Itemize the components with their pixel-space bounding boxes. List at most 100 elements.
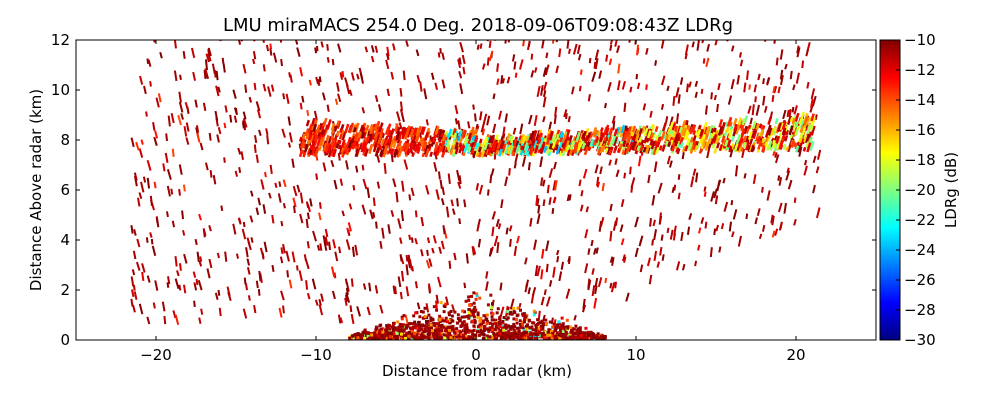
echo-mark (685, 83, 689, 93)
echo-mark (204, 162, 209, 171)
echo-mark (443, 319, 447, 323)
echo-mark (376, 330, 380, 334)
echo-mark (562, 134, 567, 144)
echo-mark (650, 147, 656, 155)
echo-mark (299, 102, 303, 110)
echo-mark (447, 311, 451, 315)
echo-mark (372, 137, 378, 147)
echo-mark (262, 204, 267, 214)
echo-mark (636, 82, 641, 90)
echo-mark (483, 139, 490, 151)
echo-mark (492, 93, 496, 100)
echo-mark (447, 173, 451, 185)
echo-mark (793, 197, 797, 204)
echo-mark (473, 305, 477, 309)
echo-mark (702, 133, 707, 140)
echo-mark (554, 144, 559, 151)
echo-mark (746, 144, 751, 151)
echo-mark (788, 125, 794, 136)
echo-mark (529, 336, 533, 340)
echo-mark (653, 161, 658, 173)
echo-mark (434, 125, 440, 135)
echo-mark (178, 91, 182, 103)
echo-mark (149, 195, 153, 206)
echo-mark (746, 70, 749, 80)
echo-mark (521, 314, 525, 318)
echo-mark (458, 334, 462, 338)
echo-mark (783, 135, 789, 142)
echo-mark (372, 197, 376, 207)
echo-mark (237, 147, 242, 155)
echo-mark (730, 143, 735, 150)
echo-mark (154, 130, 159, 139)
echo-mark (498, 323, 502, 327)
echo-mark (214, 292, 219, 301)
echo-mark (472, 291, 476, 295)
echo-mark (738, 52, 742, 58)
echo-mark (550, 332, 554, 336)
echo-mark (660, 234, 664, 241)
echo-mark (339, 317, 344, 324)
echo-mark (340, 139, 346, 148)
echo-mark (496, 63, 500, 72)
echo-mark (496, 307, 500, 311)
echo-mark (439, 301, 443, 305)
echo-mark (609, 256, 614, 263)
echo-mark (555, 133, 560, 140)
echo-mark (339, 128, 343, 133)
echo-mark (593, 61, 597, 69)
echo-mark (477, 334, 481, 338)
echo-mark (415, 135, 420, 143)
echo-mark (399, 108, 404, 116)
colorbar-tick-label: −28 (904, 301, 936, 319)
echo-mark (781, 134, 786, 140)
echo-mark (690, 176, 695, 188)
echo-mark (502, 316, 506, 320)
echo-mark (799, 125, 804, 133)
echo-mark (292, 205, 296, 214)
echo-mark (512, 138, 518, 147)
echo-mark (385, 324, 389, 328)
echo-mark (526, 318, 530, 322)
echo-mark (536, 213, 541, 225)
colorbar-axis: −10−12−14−16−18−20−22−24−26−28−30 (896, 31, 936, 349)
echo-mark (578, 327, 582, 331)
echo-mark (456, 198, 459, 207)
echo-mark (314, 47, 318, 54)
echo-mark (663, 133, 668, 140)
echo-mark (388, 335, 392, 339)
echo-mark (404, 314, 409, 325)
echo-mark (489, 328, 493, 332)
echo-mark (789, 133, 794, 140)
echo-mark (614, 281, 617, 289)
echo-mark (777, 86, 781, 94)
echo-mark (480, 121, 486, 133)
echo-mark (474, 308, 478, 312)
echo-mark (287, 116, 291, 126)
echo-mark (183, 253, 188, 264)
echo-mark (386, 88, 390, 97)
echo-mark (515, 326, 519, 330)
echo-mark (574, 324, 578, 328)
echo-mark (179, 74, 182, 81)
echo-mark (207, 53, 212, 62)
echo-mark (761, 186, 764, 193)
echo-mark (417, 325, 421, 329)
echo-mark (180, 113, 184, 120)
echo-mark (181, 210, 185, 220)
echo-mark (566, 140, 570, 145)
echo-mark (408, 234, 412, 240)
echo-mark (558, 271, 563, 282)
echo-mark (701, 138, 707, 148)
echo-mark (536, 318, 540, 322)
echo-mark (421, 152, 426, 158)
echo-mark (650, 140, 656, 150)
echo-mark (383, 139, 388, 147)
echo-mark (809, 125, 814, 131)
echo-mark (615, 138, 620, 144)
echo-mark (612, 137, 618, 146)
echo-mark (611, 134, 617, 145)
echo-mark (467, 329, 471, 333)
echo-mark (548, 320, 552, 324)
echo-mark (806, 123, 812, 134)
